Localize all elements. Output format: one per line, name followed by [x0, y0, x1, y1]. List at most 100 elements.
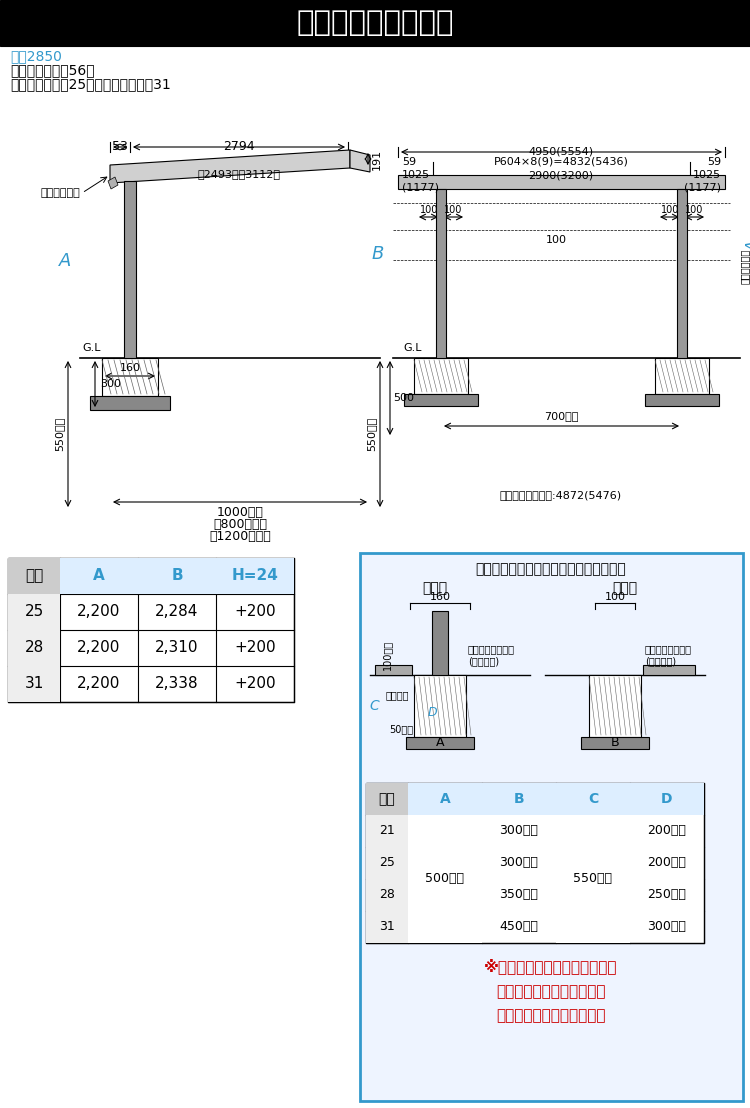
Text: (1177): (1177)	[402, 182, 439, 192]
Bar	[643, 665, 695, 675]
Bar	[360, 553, 743, 1101]
Bar	[102, 358, 158, 396]
Bar	[482, 783, 556, 815]
Text: P604×8(9)=4832(5436): P604×8(9)=4832(5436)	[494, 157, 628, 167]
Bar	[408, 815, 482, 943]
Text: 2,310: 2,310	[155, 640, 199, 656]
Text: B: B	[372, 245, 384, 263]
Text: サイドパネル奥行:4872(5476): サイドパネル奥行:4872(5476)	[500, 490, 622, 500]
Text: 160: 160	[119, 363, 140, 373]
Text: 200以上: 200以上	[647, 824, 686, 838]
Bar	[406, 737, 474, 749]
Text: 【　】内は間口25、「　」内は間口31: 【 】内は間口25、「 」内は間口31	[10, 76, 171, 91]
Bar	[375, 665, 412, 675]
Text: B: B	[171, 568, 183, 584]
Text: 100以上: 100以上	[382, 640, 392, 670]
Polygon shape	[108, 177, 118, 189]
Text: 土間コンクリート
(鉄筋入り): 土間コンクリート (鉄筋入り)	[468, 644, 515, 666]
Text: D: D	[427, 707, 436, 719]
Text: 【2493】「3112」: 【2493】「3112」	[197, 170, 280, 179]
Text: ※サイドパネルを取り付ける場
合、柱部の基砀は独立基砀
寸法で施工してください。: ※サイドパネルを取り付ける場 合、柱部の基砀は独立基砀 寸法で施工してください。	[484, 958, 618, 1024]
Text: G.L: G.L	[403, 343, 422, 353]
Text: 縁端距離: 縁端距離	[386, 690, 410, 700]
Text: B: B	[514, 792, 524, 806]
Bar	[645, 394, 719, 406]
Text: (1177): (1177)	[684, 182, 721, 192]
Text: 25: 25	[379, 856, 395, 870]
Text: 間口: 間口	[379, 792, 395, 806]
Bar	[366, 783, 408, 815]
Text: 450以上: 450以上	[500, 921, 538, 934]
Bar	[630, 783, 704, 815]
Text: （　）内は奥行56、: （ ）内は奥行56、	[10, 63, 94, 76]
Text: 300以上: 300以上	[500, 856, 538, 870]
Text: 2,200: 2,200	[77, 640, 121, 656]
Text: 21: 21	[379, 824, 394, 838]
Text: 2900(3200): 2900(3200)	[529, 170, 593, 179]
Bar	[408, 783, 482, 815]
Text: 100: 100	[420, 205, 438, 215]
Bar	[0, 0, 750, 47]
Text: 700以上: 700以上	[544, 411, 578, 421]
Bar	[404, 394, 478, 406]
Text: +200: +200	[234, 640, 276, 656]
Bar	[60, 558, 138, 594]
Text: C: C	[588, 792, 598, 806]
Bar	[8, 630, 60, 666]
Text: 2,338: 2,338	[155, 677, 199, 691]
Text: 300以上: 300以上	[500, 824, 538, 838]
Text: A: A	[746, 240, 750, 252]
Text: 土間コンクリート
(鉄筋入り): 土間コンクリート (鉄筋入り)	[645, 644, 692, 666]
Text: 350以上: 350以上	[500, 889, 538, 902]
Text: D: D	[662, 792, 673, 806]
Text: A: A	[93, 568, 105, 584]
Text: 550以上: 550以上	[574, 872, 613, 885]
Text: 53: 53	[112, 141, 128, 154]
Text: +200: +200	[234, 605, 276, 619]
Bar	[414, 675, 466, 737]
Text: 100: 100	[444, 205, 462, 215]
Text: 【800以上】: 【800以上】	[213, 517, 267, 531]
Bar	[124, 181, 136, 358]
Bar	[556, 815, 630, 943]
Text: 2,284: 2,284	[155, 605, 199, 619]
Text: 2,200: 2,200	[77, 677, 121, 691]
Text: H=24: H=24	[232, 568, 278, 584]
Text: 「1200以上」: 「1200以上」	[209, 530, 271, 543]
Text: 1025: 1025	[693, 170, 721, 179]
Text: 59: 59	[706, 157, 721, 167]
Text: G.L: G.L	[82, 343, 100, 353]
Text: B: B	[610, 737, 620, 749]
Text: 100: 100	[661, 205, 680, 215]
Text: 図は2850: 図は2850	[10, 49, 62, 63]
Text: 550以上: 550以上	[366, 417, 376, 451]
Bar	[90, 396, 170, 410]
Text: 4950(5554): 4950(5554)	[529, 147, 593, 157]
Text: 100: 100	[604, 592, 625, 602]
Text: 500: 500	[393, 393, 414, 403]
Text: 200以上: 200以上	[647, 856, 686, 870]
Text: 500以上: 500以上	[425, 872, 464, 885]
Text: 25: 25	[24, 605, 44, 619]
Text: 31: 31	[24, 677, 44, 691]
Text: 間口: 間口	[25, 568, 43, 584]
Text: 2794: 2794	[224, 141, 255, 154]
Text: サイドパネル: サイドパネル	[740, 248, 750, 284]
Bar	[8, 558, 294, 702]
Text: 1025: 1025	[402, 170, 430, 179]
Bar	[216, 558, 294, 594]
Text: 1000以上: 1000以上	[217, 505, 263, 519]
Bar	[436, 189, 446, 358]
Bar	[589, 675, 641, 737]
Text: 59: 59	[402, 157, 416, 167]
Text: 100: 100	[685, 205, 703, 215]
Bar	[398, 175, 725, 189]
Text: 50以上: 50以上	[389, 724, 413, 733]
Bar	[366, 783, 704, 943]
Bar	[556, 783, 630, 815]
Bar	[138, 558, 216, 594]
Text: 間口側: 間口側	[422, 581, 448, 595]
Text: 28: 28	[24, 640, 44, 656]
Text: C: C	[369, 699, 379, 714]
Bar	[366, 847, 408, 879]
